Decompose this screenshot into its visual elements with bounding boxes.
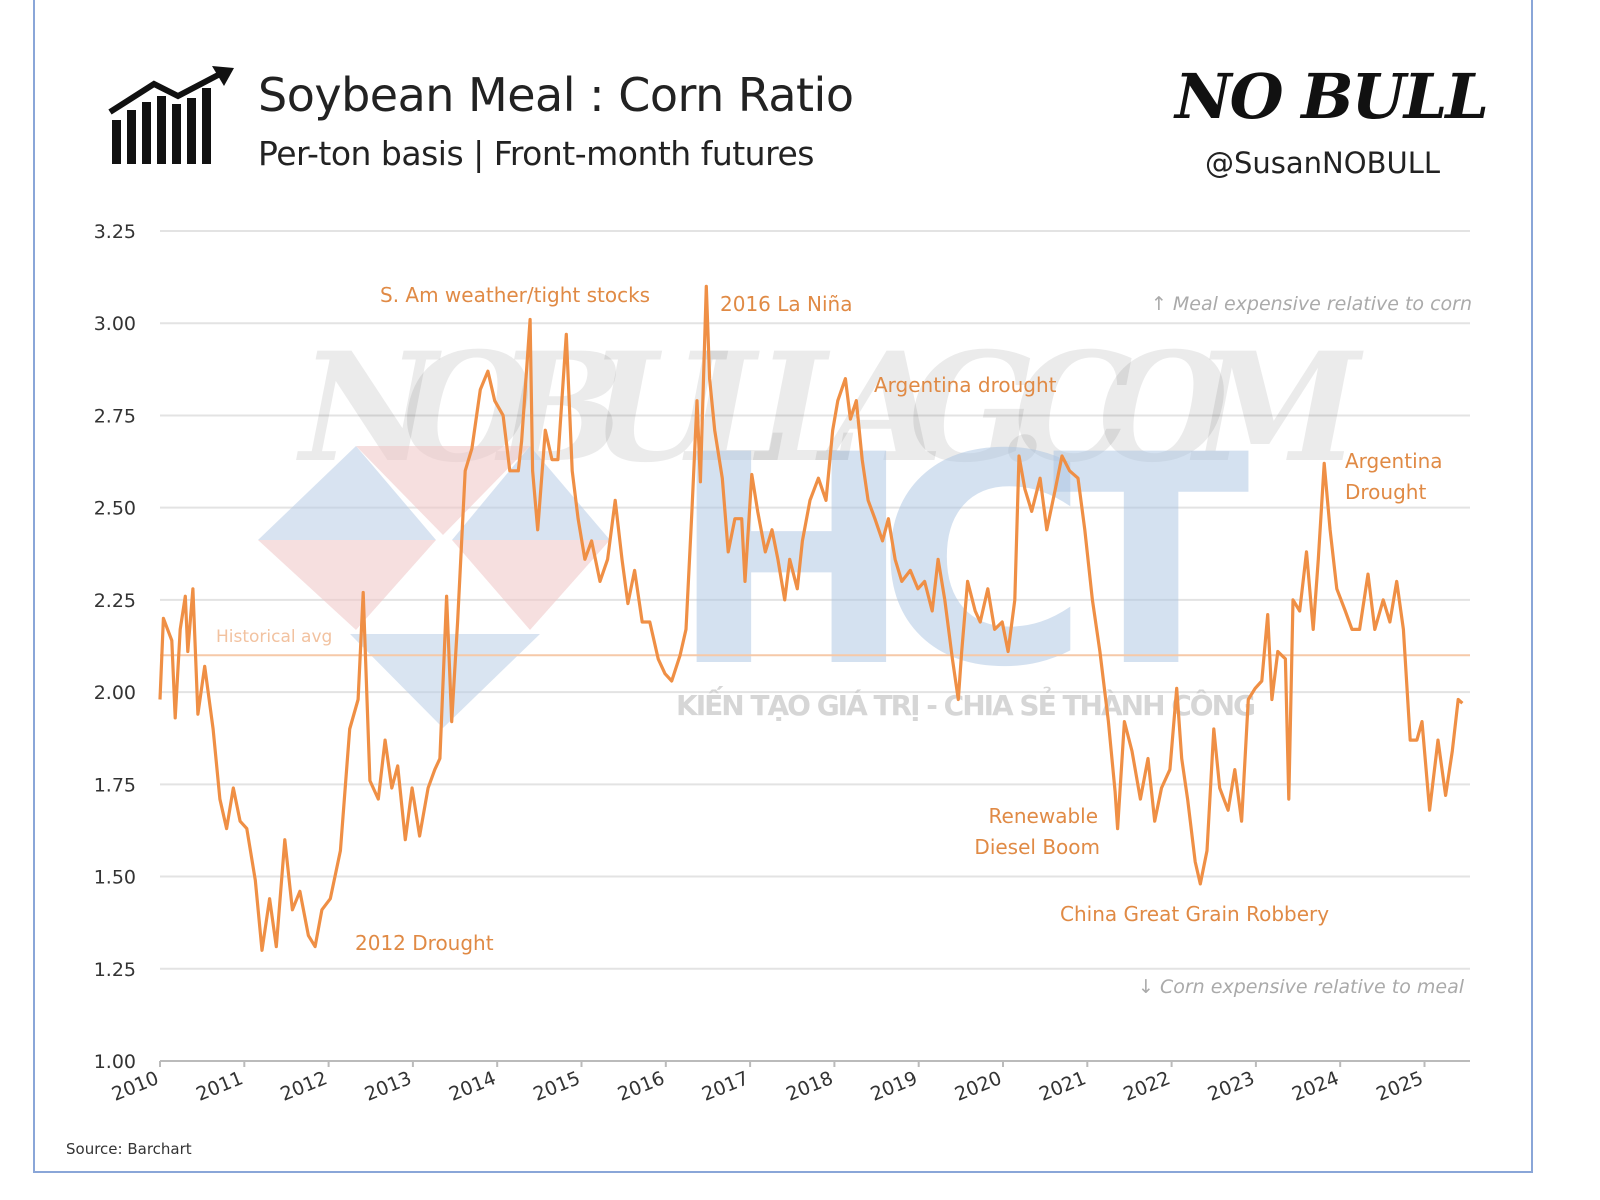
x-tick-label: 2023 <box>1205 1067 1258 1106</box>
x-tick-label: 2013 <box>362 1067 415 1106</box>
x-tick-label: 2010 <box>109 1067 162 1106</box>
note-corn-expensive: ↓ Corn expensive relative to meal <box>1138 976 1465 998</box>
hct-logo-watermark <box>258 446 610 728</box>
annotation-argentina-drought-2018: Argentina drought <box>874 373 1057 397</box>
y-tick-label: 2.25 <box>94 590 136 612</box>
x-tick-label: 2015 <box>530 1067 583 1106</box>
annotation-china-robbery: China Great Grain Robbery <box>1060 902 1329 926</box>
x-tick-label: 2017 <box>699 1067 752 1106</box>
x-tick-label: 2024 <box>1289 1067 1342 1106</box>
annotation-sam-weather: S. Am weather/tight stocks <box>380 283 650 307</box>
annotation-line: Argentina <box>1345 449 1443 473</box>
annotation-argentina-drought-2023: Argentina Drought <box>1345 449 1443 504</box>
x-tick-label: 2020 <box>952 1067 1005 1106</box>
y-tick-label: 1.00 <box>94 1051 136 1073</box>
x-tick-label: 2025 <box>1373 1067 1426 1106</box>
author-handle: @SusanNOBULL <box>1205 146 1441 180</box>
x-tick-label: 2018 <box>783 1067 836 1106</box>
y-tick-label: 2.50 <box>94 498 136 520</box>
annotation-la-nina: 2016 La Niña <box>720 292 852 316</box>
chart-subtitle: Per-ton basis | Front-month futures <box>258 134 814 173</box>
x-tick-label: 2021 <box>1036 1067 1089 1106</box>
x-tick-label: 2011 <box>193 1067 246 1106</box>
x-tick-label: 2016 <box>615 1067 668 1106</box>
historical-avg-label: Historical avg <box>216 627 332 647</box>
x-axis-ticks: 2010 2011 2012 2013 2014 2015 2016 2017 2018 2019… <box>109 1061 1426 1106</box>
image-frame <box>33 0 1533 1173</box>
y-tick-label: 3.00 <box>94 313 136 335</box>
x-tick-label: 2022 <box>1120 1067 1173 1106</box>
source-note: Source: Barchart <box>66 1140 192 1158</box>
y-tick-label: 1.75 <box>94 774 136 796</box>
y-tick-label: 2.75 <box>94 405 136 427</box>
y-tick-label: 1.25 <box>94 959 136 981</box>
annotation-renewable-diesel: Renewable Diesel Boom <box>974 804 1100 859</box>
y-tick-label: 1.50 <box>94 867 136 889</box>
brand-logo: NO BULL <box>1175 60 1489 133</box>
annotation-line: Drought <box>1345 480 1426 504</box>
x-tick-label: 2014 <box>446 1067 499 1106</box>
gridlines <box>160 230 1470 1062</box>
hct-tagline-watermark: KIẾN TẠO GIÁ TRỊ - CHIA SẺ THÀNH CÔNG <box>676 685 1256 722</box>
chart-title: Soybean Meal : Corn Ratio <box>258 68 854 122</box>
annotation-line: Renewable <box>989 804 1098 828</box>
y-axis-ticks: 1.00 1.25 1.50 1.75 2.00 2.25 2.50 2.75 3.00 3.25 <box>94 221 136 1073</box>
ratio-series-line <box>158 284 1464 952</box>
x-tick-label: 2012 <box>277 1067 330 1106</box>
x-tick-label: 2019 <box>867 1067 920 1106</box>
annotation-line: Diesel Boom <box>974 835 1100 859</box>
y-tick-label: 2.00 <box>94 682 136 704</box>
note-meal-expensive: ↑ Meal expensive relative to corn <box>1151 293 1472 315</box>
chart-logo-icon <box>108 66 234 164</box>
y-tick-label: 3.25 <box>94 221 136 243</box>
annotation-2012-drought: 2012 Drought <box>355 931 494 955</box>
